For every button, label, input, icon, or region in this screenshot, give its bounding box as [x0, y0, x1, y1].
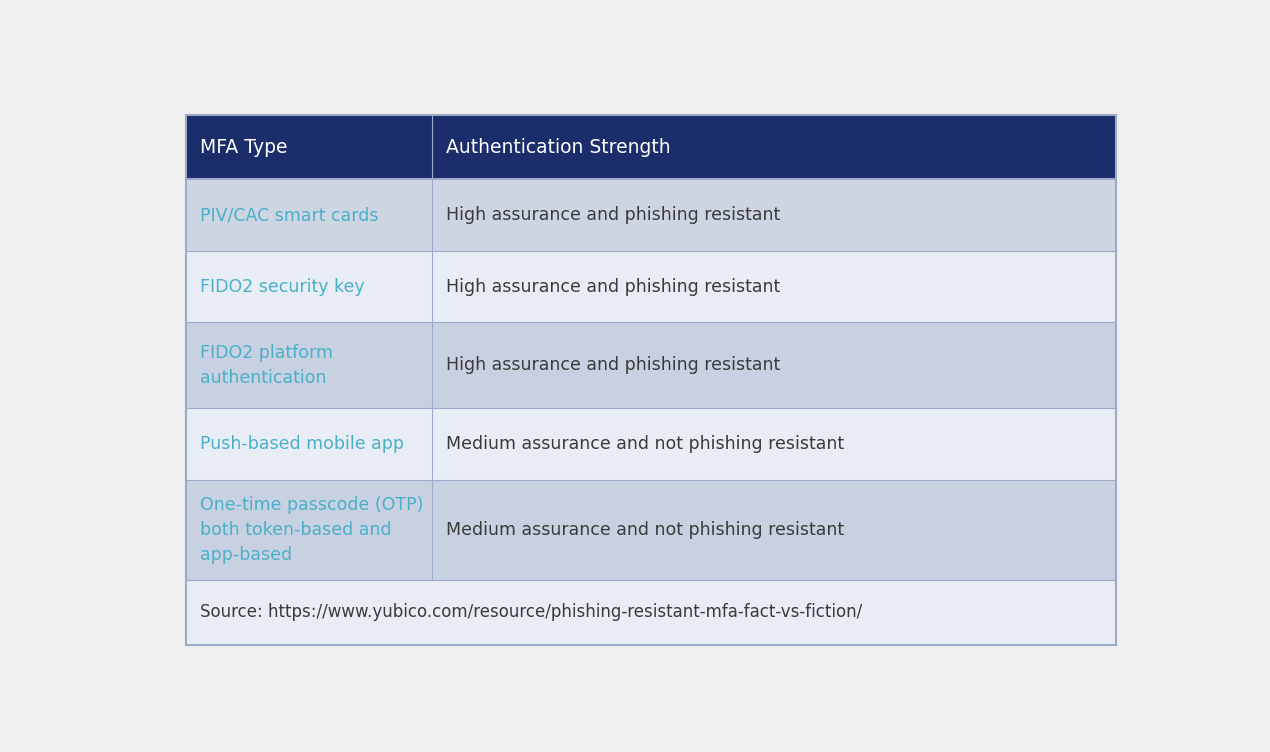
Text: Push-based mobile app: Push-based mobile app [199, 435, 404, 453]
Text: Medium assurance and not phishing resistant: Medium assurance and not phishing resist… [446, 521, 845, 539]
Bar [185, 323, 1116, 408]
Text: High assurance and phishing resistant: High assurance and phishing resistant [446, 206, 781, 224]
Bar [185, 480, 1116, 581]
Text: FIDO2 security key: FIDO2 security key [199, 277, 364, 296]
Text: Authentication Strength: Authentication Strength [446, 138, 671, 156]
Bar [185, 179, 1116, 251]
Bar [185, 115, 1116, 179]
Bar [185, 581, 1116, 644]
Bar [185, 251, 1116, 323]
Bar [185, 408, 1116, 480]
Text: MFA Type: MFA Type [199, 138, 287, 156]
Text: Source: https://www.yubico.com/resource/phishing-resistant-mfa-fact-vs-fiction/: Source: https://www.yubico.com/resource/… [199, 603, 862, 621]
Text: One-time passcode (OTP)
both token-based and
app-based: One-time passcode (OTP) both token-based… [199, 496, 423, 564]
Text: High assurance and phishing resistant: High assurance and phishing resistant [446, 356, 781, 374]
Text: PIV/CAC smart cards: PIV/CAC smart cards [199, 206, 378, 224]
Text: FIDO2 platform
authentication: FIDO2 platform authentication [199, 344, 333, 387]
Text: High assurance and phishing resistant: High assurance and phishing resistant [446, 277, 781, 296]
Text: Medium assurance and not phishing resistant: Medium assurance and not phishing resist… [446, 435, 845, 453]
